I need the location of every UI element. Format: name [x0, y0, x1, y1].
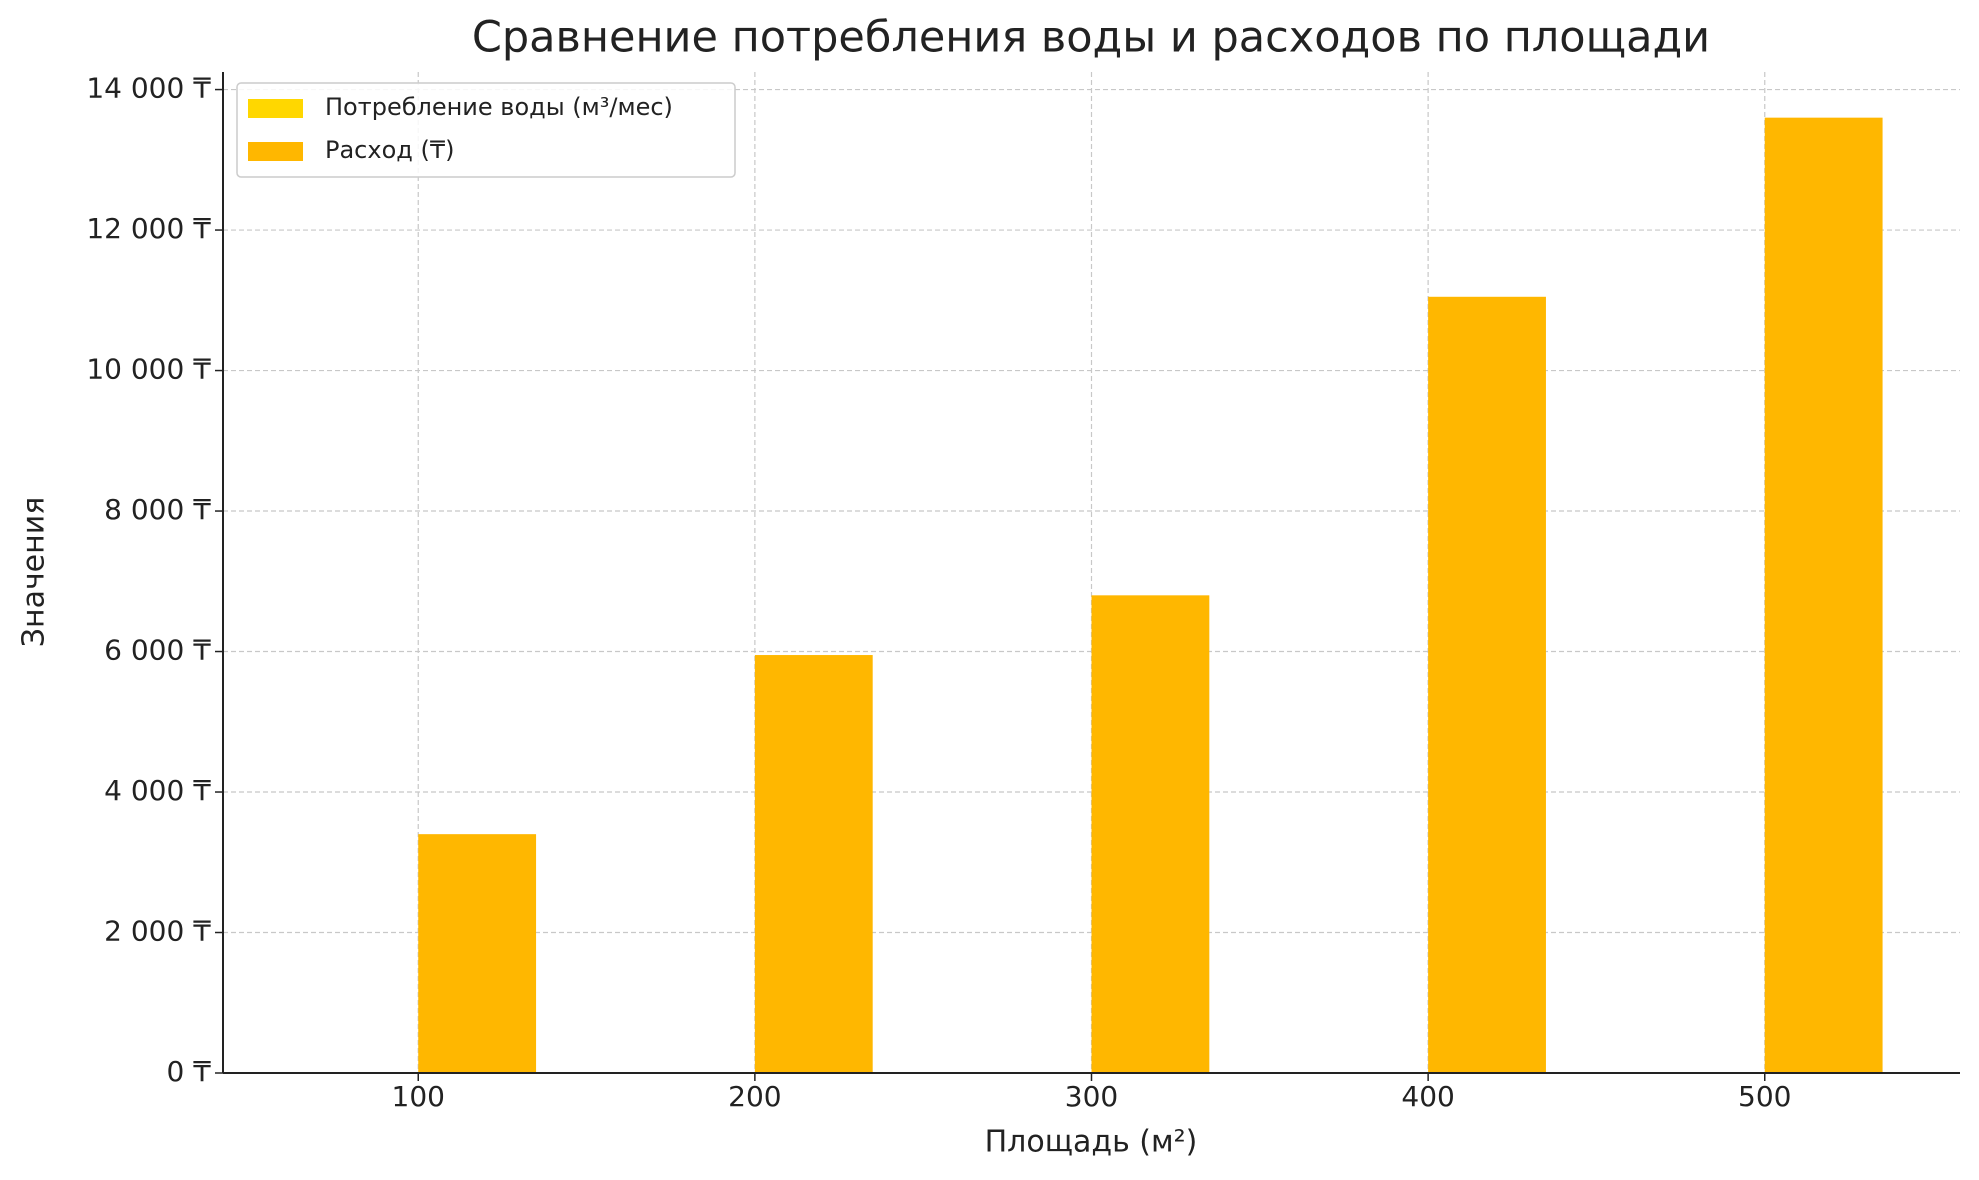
x-tick-label: 400: [1401, 1080, 1454, 1113]
legend-label: Потребление воды (м³/мес): [325, 93, 673, 121]
y-tick-label: 0 ₸: [166, 1055, 211, 1088]
bar: [1428, 296, 1546, 1073]
x-tick-label: 200: [728, 1080, 781, 1113]
bar: [754, 655, 873, 1073]
y-tick-label: 2 000 ₸: [104, 915, 211, 948]
y-tick-label: 10 000 ₸: [86, 353, 211, 386]
legend-box: [236, 82, 736, 178]
y-axis-title: Значения: [17, 497, 52, 648]
legend-swatch: [248, 142, 303, 161]
y-tick-label: 8 000 ₸: [104, 493, 211, 526]
chart-title: Сравнение потребления воды и расходов по…: [472, 13, 1710, 63]
y-tick-label: 4 000 ₸: [104, 774, 211, 807]
x-tick-label: 300: [1065, 1080, 1118, 1113]
x-tick-label: 500: [1738, 1080, 1791, 1113]
bar: [418, 834, 537, 1073]
x-axis-title: Площадь (м²): [985, 1125, 1198, 1160]
y-tick-label: 14 000 ₸: [86, 72, 211, 105]
legend-swatch: [248, 99, 303, 118]
y-tick-label: 6 000 ₸: [104, 634, 211, 667]
bar: [1091, 595, 1210, 1073]
bar: [1764, 117, 1883, 1073]
y-tick-label: 12 000 ₸: [86, 212, 211, 245]
legend-label: Расход (₸): [325, 136, 454, 164]
x-tick-label: 100: [392, 1080, 445, 1113]
